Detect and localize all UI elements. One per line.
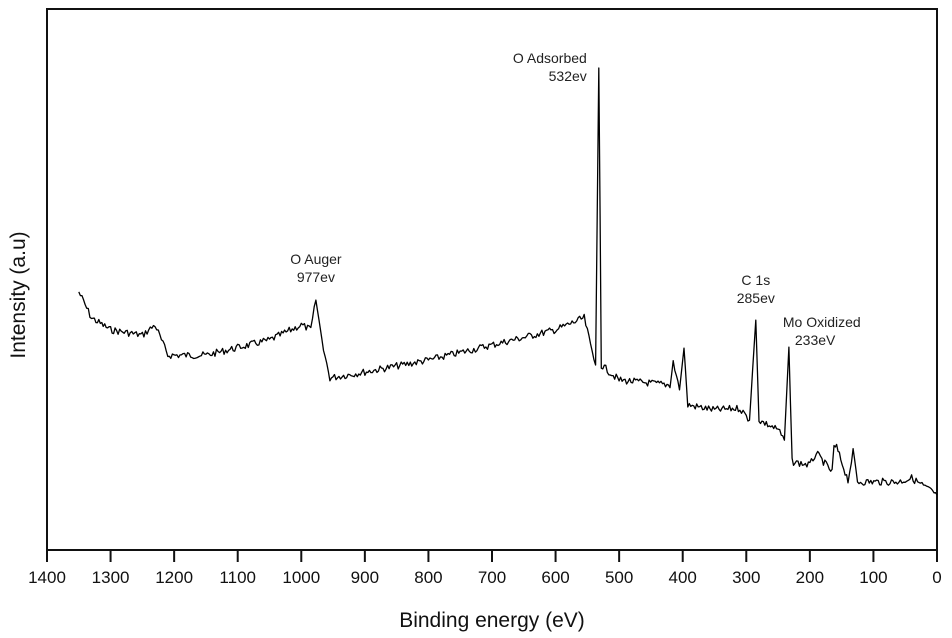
annotation-o-auger: O Auger 977ev (290, 251, 342, 285)
plot-frame (46, 8, 938, 551)
annotation-line: C 1s (741, 272, 770, 288)
peak-annotations: O Auger 977ev O Adsorbed 532ev C 1s 285ev Mo O… (290, 50, 860, 348)
x-tick-label: 500 (605, 568, 633, 587)
x-tick-label: 0 (932, 568, 941, 587)
x-tick-label: 1300 (92, 568, 130, 587)
spectrum-line (78, 67, 938, 496)
annotation-line: 233eV (795, 332, 836, 348)
x-axis-title: Binding energy (eV) (399, 609, 585, 632)
annotation-line: O Auger (290, 251, 342, 267)
x-tick-label: 1000 (282, 568, 320, 587)
annotation-c-1s: C 1s 285ev (737, 272, 775, 306)
x-tick-label: 400 (669, 568, 697, 587)
x-axis-tick-labels: 1400 1300 1200 1100 1000 900 800 700 600 500 400 30… (28, 568, 942, 587)
x-tick-label: 1100 (219, 568, 256, 587)
x-tick-label: 1200 (155, 568, 193, 587)
annotation-mo-oxidized: Mo Oxidized 233eV (783, 314, 861, 348)
annotation-line: Mo Oxidized (783, 314, 861, 330)
annotation-line: 532ev (549, 68, 587, 84)
y-axis-title: Intensity (a.u) (7, 231, 30, 358)
x-tick-label: 900 (351, 568, 379, 587)
x-tick-label: 700 (478, 568, 506, 587)
x-tick-label: 200 (796, 568, 824, 587)
x-tick-label: 1400 (28, 568, 66, 587)
annotation-line: O Adsorbed (513, 50, 587, 66)
annotation-line: 977ev (297, 269, 335, 285)
x-tick-label: 600 (541, 568, 569, 587)
x-tick-label: 300 (732, 568, 760, 587)
annotation-o-adsorbed: O Adsorbed 532ev (513, 50, 587, 84)
x-tick-label: 800 (414, 568, 442, 587)
x-axis-ticks (46, 550, 938, 562)
x-tick-label: 100 (859, 568, 887, 587)
annotation-line: 285ev (737, 290, 775, 306)
